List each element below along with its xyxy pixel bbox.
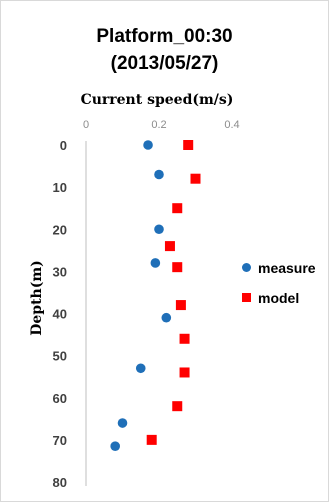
x-tick-label: 0: [83, 119, 89, 131]
legend-label-measure: measure: [258, 260, 316, 276]
measure-point: [150, 258, 161, 268]
measure-point: [143, 140, 153, 150]
model-point: [146, 434, 157, 445]
legend-label-model: model: [258, 290, 299, 306]
y-tick-label: 0: [60, 138, 67, 153]
y-tick-label: 10: [53, 180, 67, 195]
y-tick-label: 50: [53, 349, 67, 364]
model-point: [164, 241, 175, 252]
x-tick-label: 0.2: [151, 119, 166, 131]
measure-point: [117, 418, 128, 428]
chart-title: Platform_00:30: [96, 26, 233, 47]
y-tick-label: 30: [53, 264, 67, 279]
legend-marker-model: [242, 293, 251, 302]
model-point: [175, 300, 186, 311]
measure-point: [154, 224, 164, 235]
y-tick-label: 70: [53, 433, 67, 448]
model-point: [179, 367, 190, 378]
model-point: [172, 262, 183, 273]
legend: measure model: [242, 260, 316, 306]
measure-point: [110, 441, 120, 451]
chart-subtitle: (2013/05/27): [110, 53, 219, 74]
model-point: [172, 401, 183, 412]
y-tick-label: 40: [53, 307, 67, 322]
model-point: [172, 203, 183, 214]
x-tick-label: 0.4: [224, 119, 239, 131]
data-points: [110, 140, 201, 451]
model-point: [183, 140, 194, 150]
x-axis-title: Current speed(m/s): [81, 92, 234, 108]
y-tick-label: 80: [53, 475, 67, 490]
y-tick-label: 20: [53, 222, 67, 237]
measure-point: [161, 312, 172, 323]
legend-marker-measure: [242, 263, 251, 272]
y-tick-labels: 0 10 20 30 40 50 60 70 80: [53, 138, 67, 490]
x-tick-labels: 0 0.2 0.4: [83, 119, 240, 131]
measure-point: [135, 363, 146, 374]
model-point: [190, 173, 201, 184]
y-tick-label: 60: [53, 391, 67, 406]
model-point: [179, 333, 190, 344]
y-axis-title: Depth(m): [29, 260, 45, 336]
measure-point: [154, 169, 164, 180]
